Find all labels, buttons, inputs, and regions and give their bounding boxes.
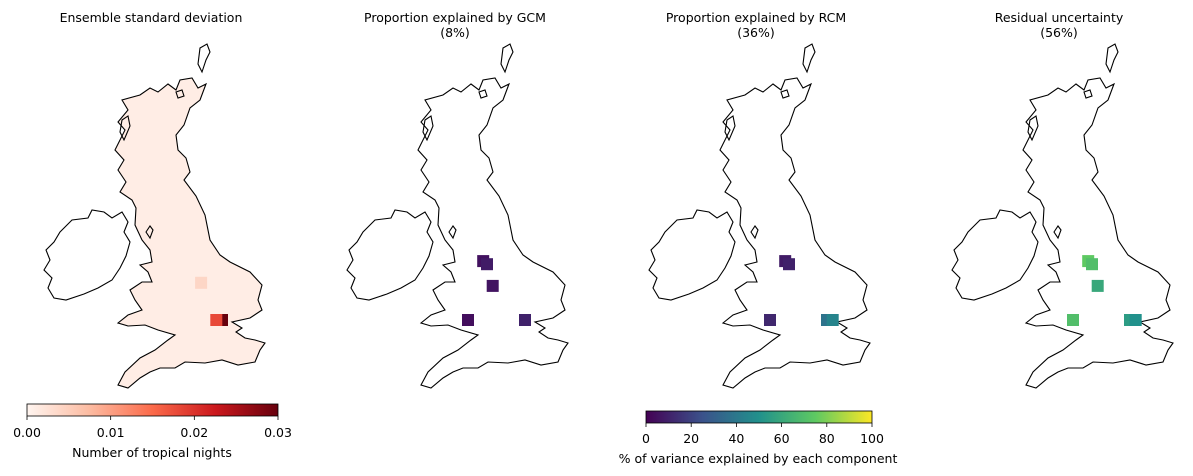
reds-colorbar-tick-label-1: 0.01: [96, 425, 125, 440]
panel-1-cell-1: [210, 314, 223, 326]
reds-colorbar-tick-label-2: 0.02: [180, 425, 209, 440]
viridis-colorbar-tick-label-4: 80: [818, 431, 835, 446]
reds-colorbar-tick-label-3: 0.03: [264, 425, 292, 440]
panel-1-title: Ensemble standard deviation: [11, 10, 291, 25]
panel-2-title-text: Proportion explained by GCM: [364, 10, 546, 25]
panel-2-cell-1: [481, 258, 493, 271]
ireland-outline: [43, 209, 131, 301]
panel-2-title: Proportion explained by GCM (8%): [315, 10, 595, 40]
shetland-outline: [197, 43, 211, 73]
orkney-outline: [478, 89, 488, 99]
panel-3-title-text: Proportion explained by RCM: [665, 10, 847, 25]
viridis-colorbar-tick-label-2: 40: [728, 431, 745, 446]
ireland-outline: [346, 209, 434, 301]
isle-of-man-outline: [750, 225, 759, 239]
isle-of-man-outline: [448, 225, 457, 239]
viridis-colorbar-tick-label-5: 100: [860, 431, 884, 446]
panel-2-cell-3: [462, 314, 474, 326]
panel-1-title-text: Ensemble standard deviation: [59, 10, 243, 25]
ireland-outline: [951, 209, 1039, 301]
orkney-outline: [1083, 89, 1093, 99]
ireland-outline: [648, 209, 736, 301]
reds-colorbar-label: Number of tropical nights: [72, 445, 232, 460]
panel-4-map: [951, 43, 1174, 389]
panel-2-subtitle: (8%): [440, 25, 470, 40]
panel-2-map: [346, 43, 569, 389]
panel-3-cell-1: [783, 258, 795, 271]
viridis-colorbar-tick-label-1: 20: [683, 431, 700, 446]
great-britain-outline: [719, 77, 871, 389]
orkney-outline: [780, 89, 790, 99]
viridis-colorbar: [645, 410, 873, 424]
viridis-colorbar-tick-label-3: 60: [773, 431, 790, 446]
panel-2-cell-2: [486, 279, 499, 292]
panel-3-title: Proportion explained by RCM (36%): [616, 10, 896, 40]
panel-3-cell-4: [826, 314, 839, 326]
isle-of-man-outline: [1053, 225, 1062, 239]
reds-colorbar: [26, 403, 279, 417]
panel-1-cell-2: [195, 276, 208, 289]
great-britain-outline: [114, 77, 266, 389]
panel-4-title-text: Residual uncertainty: [994, 10, 1124, 25]
reds-colorbar-tick-label-0: 0.00: [13, 425, 41, 440]
panel-4-cell-1: [1086, 258, 1098, 271]
panel-4-cell-2: [1091, 279, 1104, 292]
panel-4-cell-5: [1129, 314, 1142, 326]
panel-3-map: [648, 43, 871, 389]
panel-4-cell-3: [1067, 314, 1079, 326]
great-britain-outline: [417, 77, 569, 389]
panel-4-title: Residual uncertainty (56%): [919, 10, 1193, 40]
great-britain-outline: [1022, 77, 1174, 389]
panel-1-map: [43, 43, 266, 389]
panel-3-subtitle: (36%): [737, 25, 775, 40]
panel-4-subtitle: (56%): [1040, 25, 1078, 40]
shetland-outline: [500, 43, 514, 73]
shetland-outline: [802, 43, 816, 73]
panel-2-cell-4: [519, 314, 531, 326]
viridis-colorbar-label: % of variance explained by each componen…: [618, 451, 898, 466]
panel-3-cell-2: [764, 314, 776, 326]
shetland-outline: [1105, 43, 1119, 73]
viridis-colorbar-tick-label-0: 0: [642, 431, 650, 446]
